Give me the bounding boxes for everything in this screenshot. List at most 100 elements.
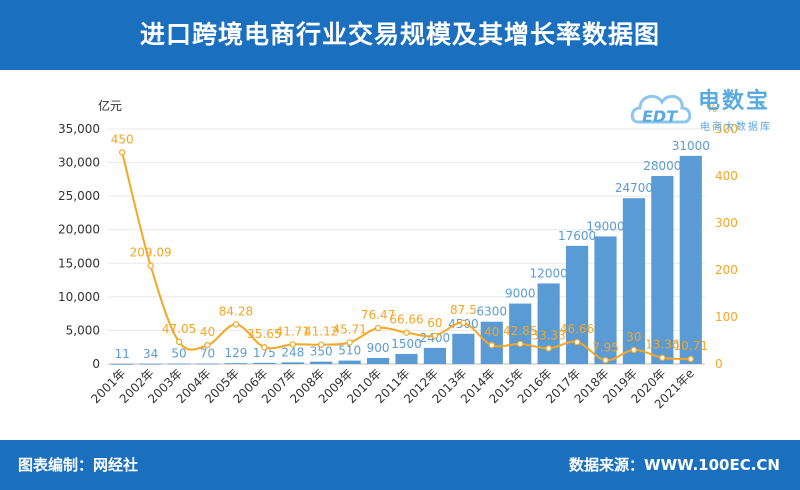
bar <box>537 283 560 364</box>
bar-data-label: 9000 <box>505 287 536 301</box>
bar <box>338 360 361 364</box>
bar-data-label: 175 <box>253 346 276 360</box>
line-data-label: 66.66 <box>389 313 423 327</box>
line-data-label: 87.5 <box>450 303 477 317</box>
chart: 1134507012917524835051090015002400450063… <box>58 98 738 411</box>
line-data-label: 40 <box>484 325 499 339</box>
bar <box>452 333 475 364</box>
line-point <box>374 324 382 332</box>
bar-data-label: 6300 <box>477 305 508 319</box>
left-tick-label: 0 <box>92 357 100 371</box>
page-title: 进口跨境电商行业交易规模及其增长率数据图 <box>139 20 660 49</box>
line-data-label: 42.85 <box>503 324 537 338</box>
bar-data-label: 350 <box>310 345 333 359</box>
line-data-label: 41.12 <box>304 325 338 339</box>
line-point <box>346 339 353 346</box>
line-point <box>261 344 268 351</box>
footer-source: 数据来源：WWW.100EC.CN <box>569 456 780 474</box>
line-data-label: 84.28 <box>219 304 253 318</box>
line-data-label: 13.36 <box>645 338 679 352</box>
bar-series <box>111 155 702 365</box>
line-data-label: 60 <box>427 316 442 330</box>
bar-data-label: 17600 <box>558 229 596 243</box>
bar <box>167 363 191 365</box>
line-series <box>119 149 694 364</box>
line-data-label: 30 <box>626 330 641 344</box>
line-point <box>517 340 524 348</box>
bar-data-label: 11 <box>115 347 130 361</box>
line-data-label: 41.71 <box>276 324 310 338</box>
line-point <box>659 354 666 361</box>
line-point <box>289 341 296 348</box>
bar <box>679 155 702 364</box>
bar-data-label: 50 <box>171 347 186 361</box>
line-point <box>573 338 581 346</box>
line-data-label: 45.71 <box>332 323 366 337</box>
logo-mark: EDT <box>642 107 678 126</box>
footer-credit: 图表编制：网经社 <box>18 456 139 474</box>
left-tick-label: 5,000 <box>66 323 100 337</box>
line-point <box>403 329 410 336</box>
logo-sub: 电商大数据库 <box>700 120 772 133</box>
line-point <box>431 332 439 339</box>
line-data-label: 209.09 <box>130 246 172 260</box>
line-point <box>630 346 638 354</box>
left-tick-label: 15,000 <box>58 256 100 270</box>
line-point <box>545 345 552 352</box>
bar-data-label: 70 <box>200 347 215 361</box>
footer-bar: 图表编制：网经社 数据来源：WWW.100EC.CN <box>0 440 800 490</box>
line-point <box>460 319 467 327</box>
bar <box>310 361 333 364</box>
line-data-label: 76.47 <box>361 308 395 322</box>
line-point <box>318 341 325 348</box>
bar <box>565 245 589 364</box>
logo-brand: 电数宝 <box>698 88 770 114</box>
line-point <box>687 355 694 363</box>
bar <box>281 362 304 364</box>
bar-data-label: 34 <box>143 347 158 361</box>
left-axis-label: 亿元 <box>98 98 122 113</box>
line-point <box>119 149 126 156</box>
bar <box>651 176 674 364</box>
left-axis: 0 5,000 10,000 15,000 20,000 25,000 30,000 35,0… <box>58 122 100 371</box>
left-tick-label: 10,000 <box>58 290 100 304</box>
bar <box>139 363 162 365</box>
bar <box>423 347 447 364</box>
line-point <box>175 338 183 346</box>
left-tick-label: 20,000 <box>58 223 100 237</box>
cloud-icon <box>630 94 692 124</box>
bar <box>111 363 134 365</box>
bar <box>253 362 276 364</box>
bar-data-label: 28000 <box>643 159 681 173</box>
left-tick-label: 35,000 <box>58 122 100 136</box>
line-data-label: 10.71 <box>674 339 708 353</box>
left-tick-label: 30,000 <box>58 156 100 170</box>
right-tick-label: 200 <box>715 263 738 277</box>
bar <box>224 363 248 364</box>
x-axis: 2001年2002年2003年2004年2005年2006年2007年2008年… <box>88 366 697 411</box>
line-data-label: 46.66 <box>560 322 594 336</box>
header-bar: 进口跨境电商行业交易规模及其增长率数据图 <box>0 0 800 70</box>
bar <box>622 198 646 364</box>
right-axis-label: % <box>706 101 717 115</box>
chart-grid <box>108 128 705 365</box>
left-tick-label: 25,000 <box>58 189 100 203</box>
bar-data-label: 129 <box>224 346 247 360</box>
bar-data-label: 248 <box>281 345 304 359</box>
line-data-label: 7.95 <box>592 340 619 354</box>
line-data-label: 40 <box>200 325 215 339</box>
bar <box>395 353 418 364</box>
bar-data-label: 31000 <box>672 139 710 153</box>
line-point <box>602 357 609 364</box>
line-point <box>232 321 240 328</box>
bar-data-label: 1500 <box>391 337 422 351</box>
line-point <box>147 262 154 269</box>
brand-logo: EDT 电数宝 电商大数据库 <box>630 88 772 133</box>
bar <box>196 363 219 365</box>
right-tick-label: 400 <box>715 169 738 183</box>
right-tick-label: 300 <box>715 216 738 230</box>
right-tick-label: 0 <box>715 357 723 371</box>
line-point <box>204 342 211 349</box>
line-labels: 450 209.09 47.05 40 84.28 35.6541.7141.1245.7… <box>111 133 708 355</box>
bar-data-label: 19000 <box>586 219 624 233</box>
